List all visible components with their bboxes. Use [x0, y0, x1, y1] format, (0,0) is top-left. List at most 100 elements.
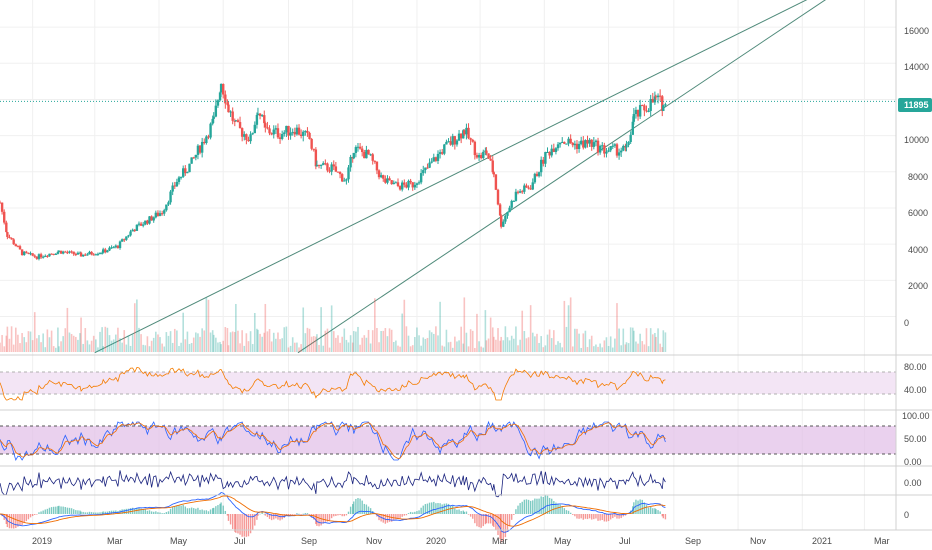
macd-histogram-bar	[525, 499, 528, 514]
volume-bar	[392, 342, 395, 352]
stoch-k-line	[0, 420, 666, 462]
macd-histogram-bar	[188, 508, 191, 514]
macd-histogram-bar	[529, 500, 532, 514]
volume-bar	[550, 338, 553, 352]
volume-bar	[1, 335, 3, 352]
candle-body	[356, 146, 360, 148]
volume-bar	[306, 327, 309, 352]
volume-bar	[6, 326, 9, 352]
candle-body	[66, 252, 69, 254]
macd-histogram-bar	[211, 508, 214, 514]
candle-body	[20, 249, 24, 256]
candle-body	[297, 127, 301, 135]
volume-bar	[110, 340, 113, 352]
volume-bar	[390, 329, 393, 352]
candle-body	[100, 252, 104, 254]
volume-bar	[95, 339, 97, 352]
volume-bar	[538, 342, 540, 352]
macd-histogram-bar	[433, 501, 435, 514]
volume-bar	[55, 347, 57, 352]
volume-bar	[294, 342, 296, 352]
macd-histogram-bar	[616, 514, 618, 519]
macd-histogram-bar	[259, 513, 261, 515]
candle-body	[496, 189, 500, 205]
volume-bar	[529, 305, 532, 352]
volume-bar	[79, 333, 81, 352]
volume-bar	[29, 331, 32, 352]
candle-body	[384, 178, 387, 183]
time-axis[interactable]: 2019 Mar May Jul Sep Nov 2020 Mar May Ju…	[32, 536, 890, 546]
volume-bar	[207, 299, 210, 352]
volume-bar	[651, 334, 654, 352]
volume-bar	[386, 336, 389, 352]
time-label: Sep	[301, 536, 317, 546]
volume-bar	[161, 343, 163, 352]
macd-histogram-bar	[412, 512, 414, 514]
candle-body	[627, 141, 630, 145]
macd-histogram-bar	[467, 514, 470, 515]
candle-body	[491, 160, 494, 173]
candle-body	[234, 120, 238, 122]
candle-body	[12, 239, 15, 245]
stoch-tick: 50.00	[904, 434, 927, 444]
volume-bar	[482, 347, 485, 352]
macd-histogram-bar	[499, 514, 501, 540]
volume-bar	[618, 328, 620, 352]
volume-bar	[318, 344, 320, 352]
volume-bar	[637, 343, 639, 352]
volume-bar	[155, 331, 157, 352]
volume-bar	[233, 332, 236, 352]
candle-body	[645, 110, 648, 112]
macd-histogram-bar	[401, 514, 403, 517]
volume-bar	[296, 342, 298, 352]
candle-body	[413, 184, 417, 188]
candle-body	[430, 161, 433, 163]
candle-body	[415, 183, 419, 185]
candle-body	[654, 96, 658, 98]
trendlines[interactable]	[94, 0, 879, 354]
price-tick: 2000	[908, 281, 928, 291]
candle-body	[56, 251, 60, 254]
volume-bar	[631, 327, 634, 352]
macd-histogram-bar	[263, 513, 265, 515]
stoch-tick: 0.00	[904, 457, 922, 467]
volume-bar	[584, 330, 587, 352]
volume-bar	[237, 330, 239, 352]
macd-histogram-bar	[220, 502, 222, 514]
volume-bar	[519, 339, 521, 352]
candle-body	[238, 122, 242, 129]
candle-body	[310, 138, 313, 149]
volume-bar	[517, 345, 519, 352]
candle-body	[326, 163, 329, 171]
volume-bar	[199, 336, 201, 352]
macd-histogram-bar	[601, 514, 603, 520]
volume-bar	[555, 344, 557, 352]
macd-histogram-bar	[283, 514, 285, 519]
macd-histogram-bar	[534, 498, 536, 514]
candle-body	[504, 215, 507, 222]
volume-bar	[121, 342, 123, 352]
candle-body	[398, 186, 402, 190]
macd-histogram-bar	[222, 505, 224, 514]
volume-bar	[345, 339, 348, 352]
volume-bar	[38, 335, 40, 352]
candle-body	[334, 166, 338, 172]
volume-bar	[157, 334, 159, 352]
volume-bar	[241, 330, 243, 352]
macd-histogram-bar	[435, 503, 437, 514]
candle-body	[405, 184, 408, 188]
volume-bar	[639, 333, 641, 352]
volume-bar	[371, 330, 374, 352]
price-axis[interactable]: 16000 14000 12000 10000 8000 6000 4000 2…	[898, 26, 932, 328]
volume-bar	[432, 333, 435, 352]
volume-bar	[416, 327, 418, 352]
macd-histogram-bar	[227, 514, 230, 521]
candle-body	[35, 256, 39, 259]
candle-body	[219, 84, 223, 93]
candle-body	[249, 134, 252, 142]
candle-body	[46, 255, 49, 257]
macd-histogram-bar	[345, 514, 348, 516]
candle-body	[403, 182, 406, 185]
candle-body	[135, 224, 139, 231]
